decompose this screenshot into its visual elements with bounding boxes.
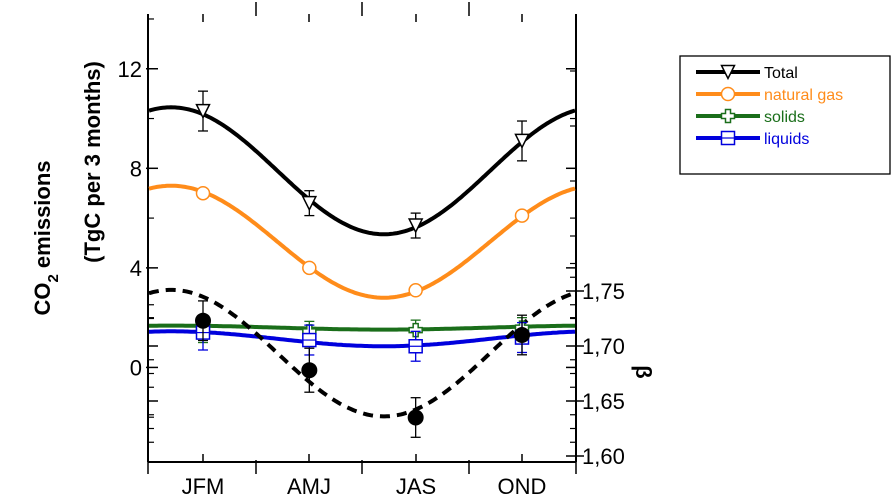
left-axis-title-co: CO — [30, 283, 55, 316]
point-beta — [301, 362, 318, 379]
legend-label: Total — [764, 65, 798, 82]
left-axis: 0 4 8 12 — [118, 18, 158, 443]
right-tick-label: 1,65 — [582, 389, 625, 414]
x-tick-label: JFM — [182, 474, 225, 499]
left-tick-label: 4 — [130, 256, 142, 281]
point-Total — [407, 218, 424, 234]
right-axis-title: β — [631, 365, 656, 378]
point-beta — [514, 327, 530, 343]
left-axis-title-sub: 2 — [45, 274, 62, 282]
x-axis: JFM AMJ JAS OND — [147, 2, 577, 499]
legend-marker-natural-gas — [720, 86, 736, 102]
data-markers — [195, 90, 530, 438]
point-natural-gas — [514, 208, 530, 223]
x-tick-label: AMJ — [287, 474, 331, 499]
fit-lines — [148, 105, 576, 419]
legend-label: natural gas — [764, 87, 843, 104]
right-tick-label: 1,75 — [582, 279, 625, 304]
point-beta — [195, 312, 211, 329]
x-tick-label: JAS — [396, 474, 436, 499]
legend-label: liquids — [764, 131, 809, 148]
legend-marker-solids — [720, 108, 736, 124]
fit-line-natural-gas — [148, 183, 576, 300]
point-solids — [408, 322, 423, 338]
left-tick-label: 12 — [118, 57, 142, 82]
right-axis: 1,60 1,65 1,70 1,75 — [566, 68, 625, 469]
right-tick-label: 1,70 — [582, 334, 625, 359]
legend: Total natural gas solids liquids — [679, 55, 891, 175]
left-tick-label: 0 — [130, 355, 142, 380]
point-natural-gas — [195, 185, 211, 201]
left-tick-label: 8 — [130, 156, 142, 181]
point-Total — [514, 133, 530, 150]
left-axis-title-rest: emissions — [30, 160, 55, 274]
point-Total — [301, 195, 318, 212]
point-Total — [195, 103, 211, 120]
left-axis-title-line2: (TgC per 3 months) — [80, 61, 105, 263]
point-natural-gas — [408, 283, 423, 298]
point-natural-gas — [302, 260, 317, 276]
left-axis-title-line1: CO2 emissions — [30, 160, 62, 315]
right-tick-label: 1,60 — [582, 444, 625, 469]
fit-line-beta — [148, 287, 576, 419]
plot-frame — [147, 14, 577, 463]
x-tick-label: OND — [498, 474, 547, 499]
fit-line-Total — [148, 105, 576, 237]
fit-line-liquids — [149, 329, 576, 349]
legend-marker-Total — [720, 64, 736, 81]
point-beta — [407, 409, 424, 426]
legend-label: solids — [764, 109, 805, 126]
fit-line-solids — [149, 323, 575, 332]
